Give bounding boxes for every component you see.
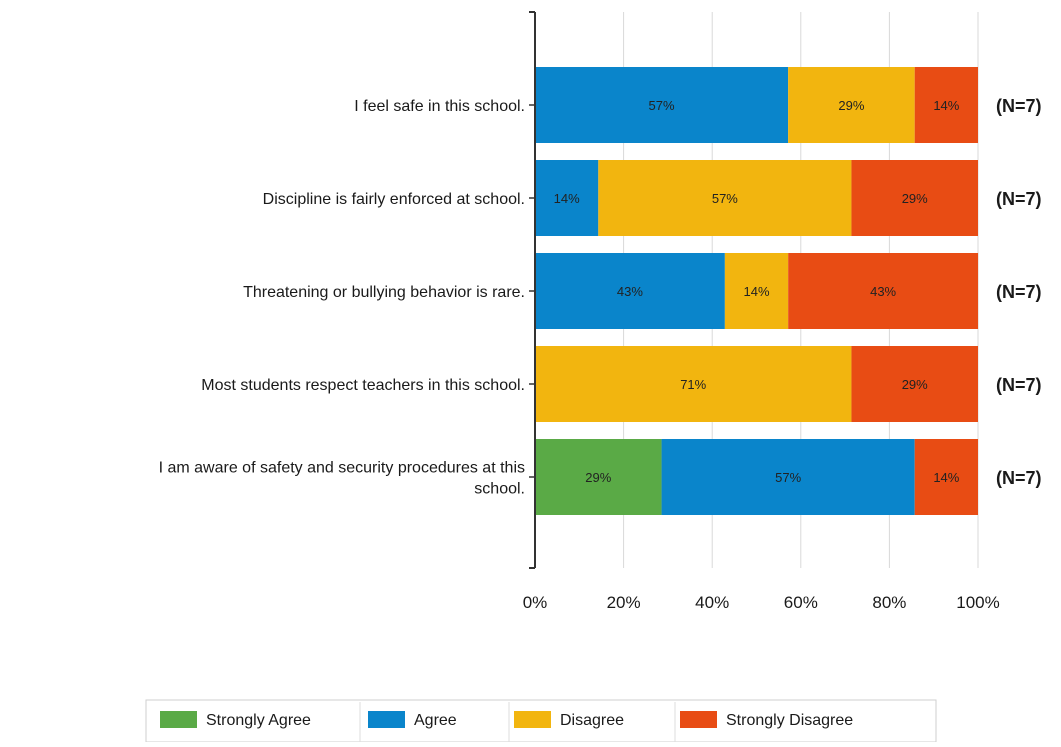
- data-label: 43%: [617, 284, 643, 299]
- bar-disagree: [598, 160, 852, 236]
- legend-label: Strongly Agree: [206, 712, 311, 729]
- x-axis: 0% 20% 40% 60% 80% 100%: [523, 593, 1000, 612]
- x-tick-label: 0%: [523, 593, 548, 612]
- data-label: 14%: [554, 191, 580, 206]
- x-tick-label: 60%: [784, 593, 818, 612]
- category-label: school.: [474, 481, 525, 498]
- data-labels: 57% 29% 14% 14% 57% 29% 43% 14% 43% 71% 29% 29% 57% 1…: [554, 98, 960, 485]
- bar-strongly-agree: [535, 439, 662, 515]
- n-label: (N=7): [996, 96, 1042, 116]
- category-label: I feel safe in this school.: [354, 98, 525, 115]
- bar-disagree: [724, 253, 789, 329]
- category-label: Discipline is fairly enforced at school.: [263, 191, 525, 208]
- bar-agree: [535, 67, 789, 143]
- bar-strongly-disagree: [851, 160, 978, 236]
- legend-swatch-agree: [368, 711, 405, 728]
- bar-strongly-disagree: [788, 253, 979, 329]
- n-label: (N=7): [996, 375, 1042, 395]
- category-label: Most students respect teachers in this s…: [201, 377, 525, 394]
- bar-disagree: [535, 346, 852, 422]
- data-label: 14%: [933, 98, 959, 113]
- n-label: (N=7): [996, 282, 1042, 302]
- data-label: 29%: [585, 470, 611, 485]
- data-label: 29%: [902, 191, 928, 206]
- bar-agree: [535, 160, 599, 236]
- bar-strongly-disagree: [914, 439, 978, 515]
- x-tick-label: 20%: [607, 593, 641, 612]
- y-axis: I feel safe in this school. (N=7) Discipli…: [159, 11, 1042, 569]
- data-label: 43%: [870, 284, 896, 299]
- data-label: 57%: [775, 470, 801, 485]
- legend-label: Agree: [414, 712, 457, 729]
- data-label: 14%: [744, 284, 770, 299]
- bars: [535, 67, 979, 515]
- data-label: 57%: [649, 98, 675, 113]
- legend-swatch-strongly-agree: [160, 711, 197, 728]
- bar-strongly-disagree: [851, 346, 978, 422]
- x-tick-label: 40%: [695, 593, 729, 612]
- data-label: 29%: [902, 377, 928, 392]
- x-tick-label: 100%: [956, 593, 999, 612]
- bar-agree: [661, 439, 915, 515]
- category-label: I am aware of safety and security proced…: [159, 460, 525, 477]
- x-tick-label: 80%: [872, 593, 906, 612]
- n-label: (N=7): [996, 189, 1042, 209]
- data-label: 29%: [838, 98, 864, 113]
- legend: Strongly Agree Agree Disagree Strongly Disa…: [145, 699, 937, 743]
- data-label: 71%: [680, 377, 706, 392]
- legend-label: Strongly Disagree: [726, 712, 853, 729]
- legend-swatch-disagree: [514, 711, 551, 728]
- bar-strongly-disagree: [914, 67, 978, 143]
- data-label: 57%: [712, 191, 738, 206]
- n-label: (N=7): [996, 468, 1042, 488]
- bar-disagree: [788, 67, 915, 143]
- category-label: Threatening or bullying behavior is rare…: [243, 284, 525, 301]
- data-label: 14%: [933, 470, 959, 485]
- legend-swatch-strongly-disagree: [680, 711, 717, 728]
- legend-label: Disagree: [560, 712, 624, 729]
- bar-agree: [535, 253, 725, 329]
